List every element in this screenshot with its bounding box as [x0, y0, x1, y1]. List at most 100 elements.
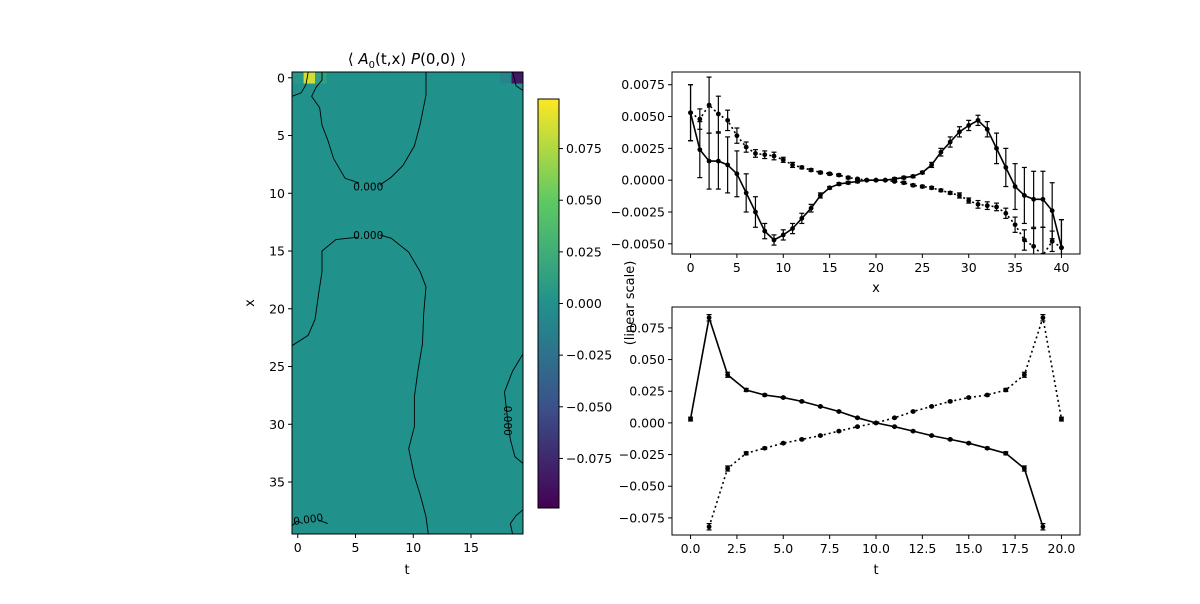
data-point	[725, 117, 731, 123]
data-point	[1003, 387, 1009, 393]
shared-ylabel: (linear scale)	[623, 261, 638, 346]
data-point	[994, 204, 999, 210]
data-point	[836, 409, 842, 414]
data-point	[929, 433, 935, 438]
xtick-label: 35	[1007, 260, 1023, 275]
data-point	[882, 177, 888, 183]
data-point	[1003, 210, 1009, 216]
data-point	[966, 440, 972, 446]
data-point	[984, 392, 990, 398]
data-point	[966, 123, 972, 128]
data-point	[836, 172, 842, 178]
data-point	[957, 129, 962, 135]
data-point	[762, 445, 768, 451]
ytick-label: 0.025	[629, 384, 665, 399]
data-point	[771, 153, 777, 159]
ytick-label: −0.075	[619, 510, 665, 525]
xtick-label: 0	[687, 260, 695, 275]
data-point	[799, 436, 805, 442]
data-point	[817, 433, 823, 438]
heatmap-panel: 0.000 0.000 0.000 0.000 0 5 10 15 0 5 10 15 20 25 30 35	[269, 70, 524, 555]
heatmap-cell	[499, 72, 512, 84]
heatmap-ytick-label: 5	[277, 128, 285, 143]
data-point	[901, 175, 907, 181]
heatmap-frame	[291, 71, 524, 535]
heatmap-xlabel: t	[404, 563, 409, 578]
data-point	[957, 193, 962, 198]
contour-line	[311, 72, 360, 184]
ytick-label: 0.0050	[621, 109, 665, 124]
data-point	[1040, 196, 1046, 202]
data-point	[734, 133, 740, 139]
data-point	[901, 180, 907, 186]
xtick-label: 7.5	[820, 541, 840, 556]
heatmap-cell	[292, 72, 304, 84]
data-point	[734, 171, 740, 177]
xtick-label: 0.0	[681, 541, 701, 556]
xtick-label: 5.0	[773, 541, 793, 556]
data-point	[715, 111, 721, 117]
heatmap-cell	[315, 72, 327, 84]
data-point	[817, 193, 823, 198]
data-point	[1021, 372, 1027, 378]
contour-line	[318, 519, 328, 525]
data-point	[984, 203, 990, 209]
data-point	[855, 424, 860, 430]
contour-label: 0.000	[293, 512, 324, 528]
contour-line	[509, 509, 523, 534]
data-point	[1021, 193, 1027, 198]
data-point	[873, 177, 879, 183]
xtick-label: 5	[733, 260, 741, 275]
plot-area	[688, 314, 1064, 531]
data-point	[688, 416, 693, 422]
data-point	[780, 440, 786, 446]
data-point	[892, 424, 897, 430]
xtick-label: 15.0	[955, 541, 983, 556]
xtick-label: 20.0	[1048, 541, 1076, 556]
data-point	[892, 179, 897, 184]
data-point	[706, 102, 712, 108]
data-point	[743, 144, 749, 150]
data-point	[919, 184, 925, 189]
data-point	[753, 151, 758, 156]
data-point	[910, 182, 916, 188]
data-point	[984, 126, 990, 132]
data-point	[910, 409, 916, 414]
data-point	[1003, 165, 1009, 170]
data-point	[1040, 524, 1046, 530]
heatmap-ytick-label: 30	[269, 417, 285, 432]
data-point	[919, 170, 925, 175]
xtick-label: 15	[822, 260, 838, 275]
xtick-label: 2.5	[727, 541, 747, 556]
colorbar-tick-label: 0.025	[566, 244, 602, 259]
ytick-label: −0.0050	[611, 236, 665, 251]
data-point	[1031, 243, 1037, 249]
data-point	[1021, 466, 1027, 471]
ytick-label: 0.050	[629, 352, 665, 367]
data-point	[947, 190, 953, 196]
data-point	[836, 181, 842, 187]
data-point	[855, 176, 860, 182]
data-point	[1031, 196, 1037, 202]
heatmap-cell	[511, 72, 523, 84]
data-point	[1059, 416, 1064, 422]
colorbar-tick-label: 0.050	[566, 193, 602, 208]
data-point	[1003, 450, 1009, 456]
heatmap-ytick-label: 25	[269, 359, 285, 374]
data-point	[780, 395, 786, 400]
data-point	[799, 398, 805, 404]
data-point	[790, 162, 795, 168]
contour-line	[379, 72, 427, 186]
ytick-label: 0.075	[629, 320, 665, 335]
data-point	[817, 170, 823, 175]
data-point	[827, 171, 833, 177]
data-point	[947, 398, 953, 404]
data-point	[817, 404, 823, 409]
ytick-label: 0.000	[629, 415, 665, 430]
xtick-label: 10.0	[862, 541, 890, 556]
data-point	[697, 147, 703, 153]
data-point	[845, 175, 851, 181]
heatmap-ytick-label: 10	[269, 186, 285, 201]
data-point	[799, 165, 805, 170]
